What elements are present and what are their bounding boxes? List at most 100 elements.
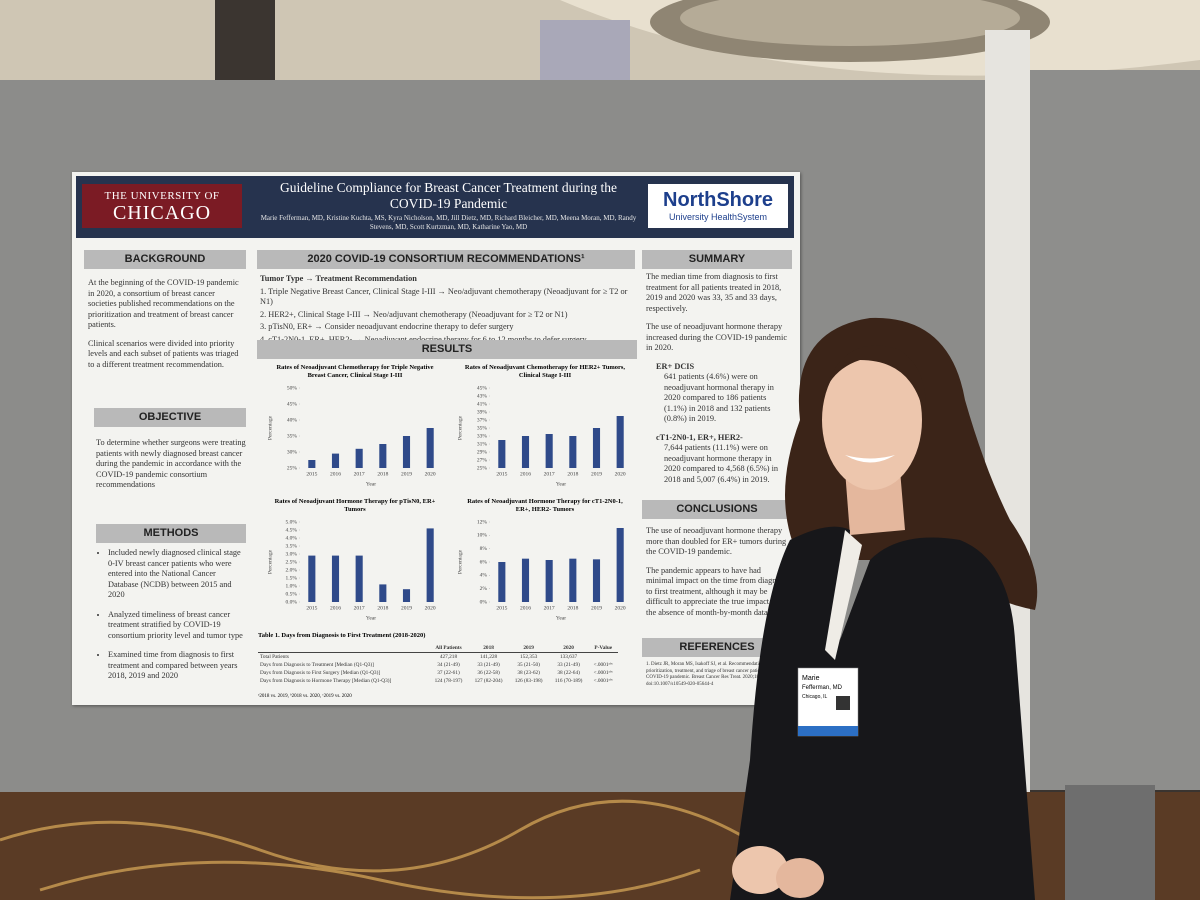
bar xyxy=(569,436,577,468)
x-tick-label: 2020 xyxy=(425,471,436,477)
recommendation: 4. cT1-2N0-1, ER+, HER2- → Neoadjuvant e… xyxy=(260,334,587,344)
table-cell: Days from Diagnosis to Treatment [Median… xyxy=(260,662,374,668)
paragraph: The pandemic appears to have had minimal… xyxy=(646,565,790,617)
y-tick-label: 1.0% xyxy=(286,583,298,589)
y-tick-label: 45% xyxy=(477,385,488,391)
table-cell: 33 (21-49) xyxy=(477,662,500,668)
group-title: cT1-2N0-1, ER+, HER2- xyxy=(656,432,743,442)
group-text: 641 patients (4.6%) were on neoadjuvant … xyxy=(664,372,774,423)
x-tick-label: 2015 xyxy=(306,605,317,611)
poster-header: THE UNIVERSITY OF CHICAGO Guideline Comp… xyxy=(76,176,794,238)
y-axis-label: Percentage xyxy=(457,549,463,574)
x-tick-label: 2017 xyxy=(544,471,555,477)
badge-text: Fefferman, MD xyxy=(802,685,843,691)
section-text: Included newly diagnosed clinical stage … xyxy=(96,548,248,691)
subheading: Tumor Type → Treatment Recommendation xyxy=(260,274,417,283)
badge-text: Chicago, IL xyxy=(802,694,828,700)
bullet-list: Included newly diagnosed clinical stage … xyxy=(96,548,248,682)
section-heading: CONCLUSIONS xyxy=(642,500,792,519)
y-tick-label: 12% xyxy=(477,519,488,525)
chart-plot: 25% 30% 35% 40% 45% 50% 2015 2016 2017 2018 2019 20… xyxy=(267,385,436,487)
table-cell: Days from Diagnosis to Hormone Therapy [… xyxy=(260,678,392,684)
bar xyxy=(545,434,553,468)
section-heading: 2020 COVID-19 CONSORTIUM RECOMMENDATIONS… xyxy=(257,250,635,269)
x-tick-label: 2016 xyxy=(330,605,341,611)
table-cell: Days from Diagnosis to First Surgery [Me… xyxy=(260,670,381,676)
table-cell: 36 (22-58) xyxy=(477,670,500,676)
x-axis-label: Year xyxy=(556,615,566,621)
table-header-row: All Patients 2018 2019 2020 P-Value xyxy=(258,644,618,653)
table-row: Days from Diagnosis to First Surgery [Me… xyxy=(258,669,618,677)
results-table: All Patients 2018 2019 2020 P-Value Total Pat… xyxy=(258,644,618,685)
bar xyxy=(308,460,316,468)
chart: Rates of Neoadjuvant Hormone Therapy for… xyxy=(260,498,450,626)
bar xyxy=(592,559,601,602)
y-tick-label: 41% xyxy=(477,401,488,407)
table-cell: 133,637 xyxy=(559,654,578,660)
chart: Rates of Neoadjuvant Chemotherapy for Tr… xyxy=(260,364,450,492)
recommendation: 1. Triple Negative Breast Cancer, Clinic… xyxy=(260,286,628,307)
table-row: Days from Diagnosis to Hormone Therapy [… xyxy=(258,677,618,685)
bar xyxy=(402,589,411,602)
table-header: 2019 xyxy=(508,644,549,653)
bar xyxy=(355,448,363,468)
logo-text: NorthShore xyxy=(663,189,773,211)
y-tick-label: 10% xyxy=(477,533,488,539)
y-tick-label: 5.0% xyxy=(286,519,298,525)
y-tick-label: 25% xyxy=(477,465,488,471)
bar xyxy=(616,416,624,468)
bar xyxy=(569,558,577,602)
section-text: 1. Dietz JR, Moran MS, Isakoff SJ, et al… xyxy=(646,662,790,696)
table-cell: 38 (22-64) xyxy=(557,670,580,676)
section-text: Tumor Type → Treatment Recommendation 1. … xyxy=(260,274,632,345)
chart-title: Rates of Neoadjuvant Hormone Therapy for… xyxy=(467,498,623,513)
chart-title: Rates of Neoadjuvant Chemotherapy for Tr… xyxy=(276,364,434,379)
section-text: At the beginning of the COVID-19 pandemi… xyxy=(88,278,244,378)
table-cell: 38 (23-62) xyxy=(517,670,540,676)
x-tick-label: 2017 xyxy=(544,605,555,611)
x-tick-label: 2018 xyxy=(567,471,578,477)
table-row: Total Patients 427,218 141,228 152,353 133,6… xyxy=(258,653,618,662)
y-tick-label: 45% xyxy=(287,401,298,407)
paragraph: At the beginning of the COVID-19 pandemi… xyxy=(88,278,239,329)
table-row: Days from Diagnosis to Treatment [Median… xyxy=(258,661,618,669)
x-tick-label: 2016 xyxy=(520,605,531,611)
section-heading: METHODS xyxy=(96,524,246,543)
bar xyxy=(426,428,434,468)
group-text: 7,644 patients (11.1%) were on neoadjuva… xyxy=(664,443,779,484)
x-tick-label: 2018 xyxy=(377,471,388,477)
y-tick-label: 4.5% xyxy=(286,527,298,533)
bar xyxy=(498,440,506,468)
x-tick-label: 2015 xyxy=(496,605,507,611)
bar xyxy=(402,436,411,468)
bar xyxy=(545,560,553,602)
table-cell: 126 (83-198) xyxy=(514,678,543,684)
chart-title: Rates of Neoadjuvant Chemotherapy for HE… xyxy=(464,364,626,379)
chart: Rates of Neoadjuvant Hormone Therapy for… xyxy=(450,498,640,626)
section-heading: SUMMARY xyxy=(642,250,792,269)
logo-text: University HealthSystem xyxy=(668,212,768,222)
y-tick-label: 8% xyxy=(480,546,488,552)
x-axis-label: Year xyxy=(556,481,566,487)
partner-logo: NorthShore University HealthSystem xyxy=(648,184,788,228)
x-tick-label: 2019 xyxy=(591,471,602,477)
paragraph: The use of neoadjuvant hormone therapy m… xyxy=(646,526,787,556)
y-tick-label: 25% xyxy=(287,465,298,471)
x-tick-label: 2020 xyxy=(615,471,626,477)
recommendation: 3. pTisN0, ER+ → Consider neoadjuvant en… xyxy=(260,322,514,331)
paragraph: The median time from diagnosis to first … xyxy=(646,272,782,313)
bar xyxy=(308,555,316,602)
chart-plot: 25% 27% 29% 31% 33% 35% 37% 39% 41% 43% 45% 2015 201… xyxy=(457,385,626,487)
chart-plot: 0.0% 0.5% 1.0% 1.5% 2.0% 2.5% 3.0% 3.5% 4.0% 4.5%… xyxy=(267,519,436,621)
y-tick-label: 2.0% xyxy=(286,567,298,573)
table-cell: 33 (21-49) xyxy=(557,662,580,668)
y-tick-label: 1.5% xyxy=(286,575,298,581)
x-tick-label: 2020 xyxy=(425,605,436,611)
section-heading: RESULTS xyxy=(257,340,637,359)
y-tick-label: 4% xyxy=(480,573,488,579)
reference: 1. Dietz JR, Moran MS, Isakoff SJ, et al… xyxy=(646,662,788,687)
y-tick-label: 4.0% xyxy=(286,535,298,541)
recommendation: 2. HER2+, Clinical Stage I-III → Neo/adj… xyxy=(260,309,568,319)
y-axis-label: Percentage xyxy=(267,415,273,440)
